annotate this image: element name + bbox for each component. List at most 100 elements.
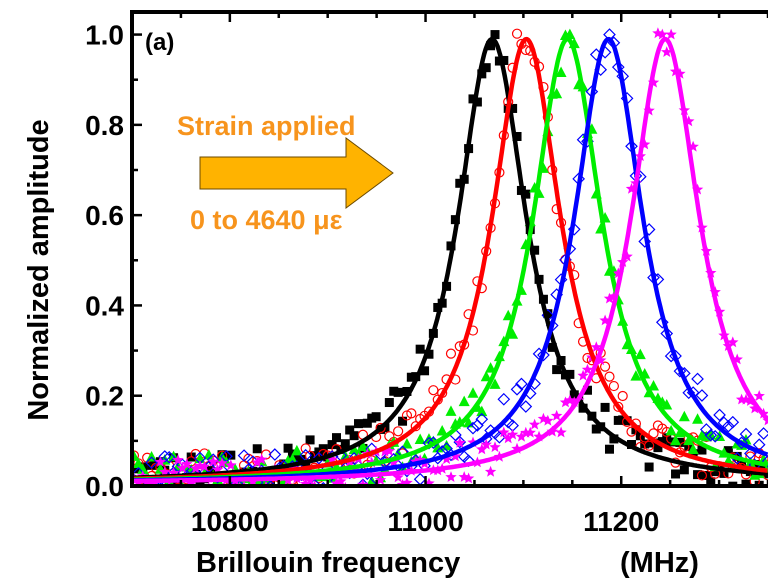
y-axis-label: Normalized amplitude <box>23 119 55 420</box>
data-point <box>705 428 717 440</box>
data-point <box>700 423 713 436</box>
data-point <box>728 481 738 486</box>
data-point <box>159 466 171 477</box>
data-point <box>237 449 251 462</box>
x-tick-label: 11000 <box>387 506 463 537</box>
data-point <box>599 314 611 326</box>
data-point <box>723 446 733 456</box>
data-point <box>603 292 616 304</box>
data-point <box>665 28 677 40</box>
data-point <box>735 393 748 405</box>
data-point <box>498 426 510 438</box>
data-point <box>555 66 567 78</box>
data-point <box>371 412 381 422</box>
data-point <box>462 472 475 484</box>
data-point <box>454 437 466 448</box>
data-point <box>634 348 646 360</box>
data-point <box>502 432 514 444</box>
data-point <box>207 455 219 467</box>
data-point <box>318 444 328 454</box>
data-point <box>741 479 751 486</box>
data-point <box>726 415 740 429</box>
data-point <box>388 456 400 467</box>
data-point <box>181 458 193 469</box>
data-point <box>722 419 735 433</box>
data-point <box>415 344 425 354</box>
data-point <box>305 435 315 445</box>
y-tick-label: 0.2 <box>85 381 124 412</box>
data-point <box>590 341 602 353</box>
data-point <box>679 465 689 475</box>
data-point <box>349 431 359 441</box>
data-point <box>206 453 220 467</box>
data-point <box>490 30 500 40</box>
data-point <box>671 469 681 479</box>
data-point <box>481 63 491 73</box>
data-point <box>731 353 743 365</box>
data-point <box>251 456 263 468</box>
data-point <box>402 386 412 396</box>
data-point <box>413 472 427 486</box>
x-tick-label: 10800 <box>191 506 269 537</box>
data-point <box>172 454 184 465</box>
data-point <box>467 436 479 448</box>
data-point <box>458 395 470 407</box>
data-point <box>648 380 660 391</box>
data-point <box>665 424 677 436</box>
data-point <box>708 429 722 443</box>
data-point <box>489 378 501 389</box>
data-point <box>304 474 316 486</box>
x-axis-unit: (MHz) <box>620 547 699 579</box>
data-point <box>225 459 237 471</box>
data-point <box>268 448 282 461</box>
data-point <box>612 267 624 279</box>
data-point <box>414 433 426 445</box>
data-point <box>630 370 642 381</box>
data-point <box>706 477 716 486</box>
data-point <box>436 424 448 436</box>
data-point <box>678 410 690 422</box>
strain-annotation: Strain applied 0 to 4640 με <box>177 111 394 235</box>
data-point <box>428 385 439 396</box>
data-point <box>422 436 436 450</box>
data-point <box>687 443 699 454</box>
data-point <box>639 138 651 150</box>
data-point <box>542 414 554 426</box>
data-point <box>599 361 611 372</box>
data-point <box>508 103 518 113</box>
data-point <box>660 327 674 340</box>
data-point <box>625 182 638 194</box>
data-point <box>582 385 592 395</box>
data-point <box>238 480 250 486</box>
series-5-fit-line <box>132 36 768 484</box>
data-point <box>476 405 488 417</box>
data-point <box>551 87 563 99</box>
data-point <box>757 427 768 440</box>
data-point <box>644 440 655 451</box>
data-point <box>552 365 562 375</box>
data-point <box>497 392 511 406</box>
data-point <box>753 390 765 401</box>
data-point <box>137 463 149 474</box>
data-point <box>626 426 637 437</box>
data-point <box>683 434 695 446</box>
data-point <box>489 441 501 453</box>
data-point <box>162 450 176 464</box>
data-point <box>374 474 387 485</box>
data-point <box>406 408 417 419</box>
data-point <box>661 46 673 57</box>
data-point <box>146 451 158 462</box>
data-point <box>445 471 457 482</box>
data-point <box>255 453 268 465</box>
data-point <box>564 394 576 406</box>
data-point <box>345 425 355 435</box>
data-point <box>653 443 663 453</box>
y-tick-label: 0.0 <box>85 471 124 502</box>
data-point <box>515 377 528 391</box>
data-point <box>739 427 753 441</box>
y-tick-label: 1.0 <box>85 20 124 51</box>
data-point <box>472 97 482 107</box>
data-point <box>233 481 246 486</box>
y-tick-label: 0.8 <box>85 110 124 141</box>
data-point <box>559 396 572 408</box>
